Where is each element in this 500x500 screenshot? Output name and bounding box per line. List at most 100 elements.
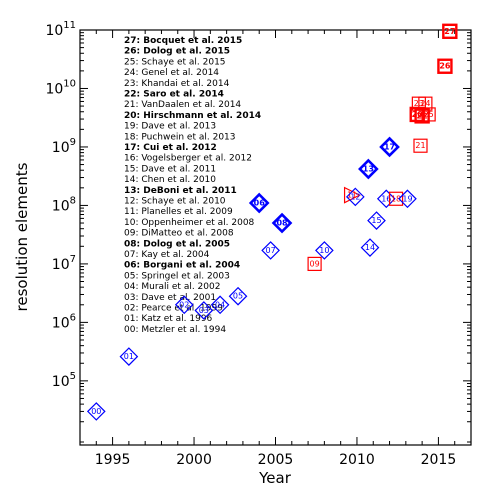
x-axis: 1995 2000 2005 2010 2015 <box>79 30 472 468</box>
legend-entry: 21: VanDaalen et al. 2014 <box>124 100 241 110</box>
legend-entry: 03: Dave et al. 2001 <box>124 293 216 303</box>
legend-entry: 07: Kay et al. 2004 <box>124 250 210 260</box>
data-point-04: 04 <box>210 295 230 315</box>
diamond-marker <box>379 136 400 158</box>
x-tick-label: 2010 <box>339 452 375 468</box>
point-label: 01 <box>124 352 134 361</box>
point-label: 15 <box>371 216 381 225</box>
point-label: 12 <box>350 192 360 201</box>
point-label: 18 <box>391 194 401 203</box>
data-point-12: 12 <box>345 187 365 207</box>
point-label: 09 <box>310 259 320 268</box>
data-point-07: 07 <box>261 241 280 260</box>
y-tick-base: 10 <box>45 23 63 39</box>
point-label: 25 <box>424 110 434 119</box>
legend-entry: 12: Schaye et al. 2010 <box>124 197 226 207</box>
point-label: 10 <box>319 246 329 255</box>
legend-entry: 13: DeBoni et al. 2011 <box>124 186 237 196</box>
square-marker <box>421 107 436 122</box>
data-point-06: 06 <box>248 192 270 214</box>
y-tick-exponent: 5 <box>70 371 76 382</box>
y-tick-base: 10 <box>52 140 70 156</box>
data-point-03: 03 <box>194 301 214 320</box>
point-label: 00 <box>91 407 101 416</box>
y-tick-base: 10 <box>52 257 70 273</box>
data-point-25: 25 <box>421 107 436 122</box>
legend-entry: 17: Cui et al. 2012 <box>124 143 217 153</box>
point-label: 26 <box>439 62 451 71</box>
x-axis-label: Year <box>258 469 292 487</box>
data-point-18: 18 <box>388 191 404 206</box>
data-point-17: 17 <box>379 136 400 158</box>
y-tick-exponent: 7 <box>70 254 76 265</box>
data-point-01: 01 <box>119 347 139 366</box>
point-label: 14 <box>365 243 375 252</box>
square-marker <box>413 138 428 153</box>
y-tick-label: 1011 <box>45 20 76 39</box>
data-point-00: 00 <box>86 402 106 421</box>
y-tick-base: 10 <box>45 81 63 97</box>
y-tick-label: 107 <box>52 254 76 273</box>
legend-entry: 06: Borgani et al. 2004 <box>124 261 240 271</box>
point-label: 20 <box>412 110 424 119</box>
square-marker <box>388 191 404 206</box>
diamond-marker <box>119 347 139 366</box>
point-label: 19 <box>402 194 412 203</box>
legend-entry: 26: Dolog et al. 2015 <box>124 47 230 57</box>
diamond-marker <box>315 241 334 260</box>
diamond-marker <box>261 241 280 260</box>
point-label: 04 <box>215 300 225 309</box>
diamond-marker <box>86 402 106 421</box>
diamond-marker <box>248 192 270 214</box>
square-marker <box>442 23 458 40</box>
legend-entry: 11: Planelles et al. 2009 <box>124 207 233 217</box>
point-label: 05 <box>233 292 243 301</box>
data-point-02: 02 <box>174 295 194 315</box>
data-point-13: 13 <box>358 158 379 180</box>
square-marker <box>418 96 433 111</box>
diamond-marker <box>345 187 365 207</box>
legend-entry: 20: Hirschmann et al. 2014 <box>124 111 261 121</box>
legend-entry: 25: Schaye et al. 2015 <box>124 57 226 67</box>
legend-entry: 04: Murali et al. 2002 <box>124 282 220 292</box>
data-point-15: 15 <box>367 211 386 230</box>
point-label: 08 <box>276 219 288 228</box>
legend-entry: 05: Springel et al. 2003 <box>124 271 230 281</box>
legend-entry: 22: Saro et al. 2014 <box>124 90 224 100</box>
x-tick-label: 2005 <box>258 452 294 468</box>
data-point-08: 08 <box>271 212 293 234</box>
data-point-19: 19 <box>398 189 417 209</box>
point-label: 13 <box>363 164 374 173</box>
x-tick-label: 2000 <box>176 452 212 468</box>
data-point-21: 21 <box>413 138 428 153</box>
point-label: 17 <box>384 142 395 151</box>
legend-entry: 02: Pearce et al. 1999 <box>124 304 223 314</box>
legend-entry: 16: Vogelsberger et al. 2012 <box>124 154 252 164</box>
y-tick-label: 1010 <box>45 78 76 97</box>
x-tick-label: 2015 <box>421 452 457 468</box>
legend-entry: 14: Chen et al. 2010 <box>124 175 216 185</box>
legend-entry: 24: Genel et al. 2014 <box>124 68 219 78</box>
legend-entry: 09: DiMatteo et al. 2008 <box>124 229 234 239</box>
point-label: 16 <box>381 194 391 203</box>
y-tick-label: 106 <box>52 312 76 331</box>
square-marker <box>437 58 453 74</box>
data-point-27: 27 <box>442 23 458 40</box>
diamond-marker <box>376 189 396 209</box>
data-point-16: 16 <box>376 189 396 209</box>
legend-entry: 01: Katz et al. 1996 <box>124 314 213 324</box>
legend-entry: 19: Dave et al. 2013 <box>124 122 216 132</box>
diamond-marker <box>360 238 380 257</box>
diamond-marker <box>174 295 194 315</box>
data-point-10: 10 <box>315 241 334 260</box>
legend-entry: 08: Dolog et al. 2005 <box>124 239 230 249</box>
data-point-14: 14 <box>360 238 380 257</box>
point-label: 03 <box>199 306 209 315</box>
data-point-09: 09 <box>307 256 322 272</box>
y-tick-exponent: 11 <box>63 20 76 31</box>
legend-entry: 27: Bocquet et al. 2015 <box>124 36 242 46</box>
point-label: 21 <box>415 141 425 150</box>
